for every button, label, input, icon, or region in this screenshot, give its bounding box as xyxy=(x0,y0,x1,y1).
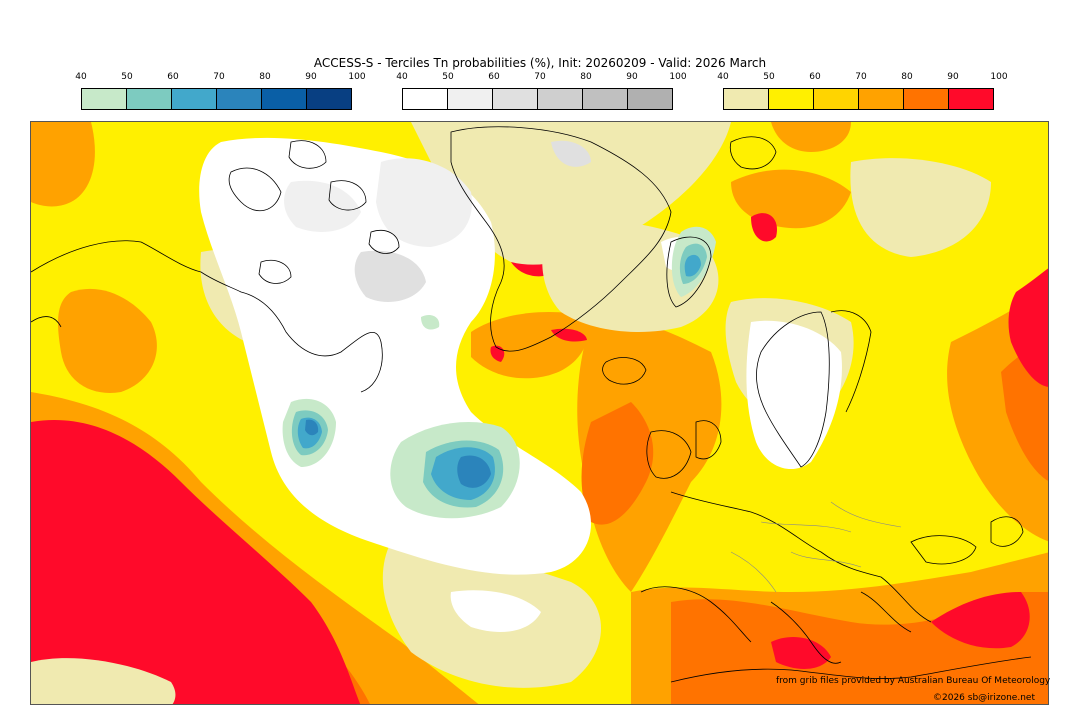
coastline-europe xyxy=(640,420,932,664)
tick-label: 90 xyxy=(305,72,317,82)
tick-label: 60 xyxy=(809,72,821,82)
colorbar-swatch xyxy=(261,88,307,110)
field-blue xyxy=(684,254,701,277)
field-darkblue xyxy=(457,455,491,488)
field-darkblue xyxy=(305,419,319,436)
colorbar-below-ticks: 40 50 60 70 80 90 100 xyxy=(75,72,365,84)
coastlines xyxy=(31,126,1032,683)
coastline-greenland xyxy=(450,126,672,352)
field-grey xyxy=(551,140,591,167)
field-red xyxy=(31,420,361,704)
colorbar-swatch xyxy=(306,88,352,110)
tick-label: 70 xyxy=(534,72,546,82)
colorbar-swatch xyxy=(492,88,538,110)
tick-label: 40 xyxy=(717,72,729,82)
field-white xyxy=(450,590,541,632)
field-lightgreen xyxy=(421,315,440,330)
colorbar-swatch xyxy=(537,88,583,110)
borders xyxy=(730,501,902,593)
tick-label: 50 xyxy=(121,72,133,82)
tick-label: 70 xyxy=(213,72,225,82)
coastline-scandinavia xyxy=(756,310,872,468)
colorbar-normal-ticks: 40 50 60 70 80 90 100 xyxy=(396,72,686,84)
tick-label: 100 xyxy=(990,72,1008,82)
coastline-arctic-islands xyxy=(228,140,400,284)
tick-label: 40 xyxy=(396,72,408,82)
colorbar-swatch xyxy=(171,88,217,110)
field-red xyxy=(931,592,1030,649)
field-grey xyxy=(284,180,361,232)
tick-label: 80 xyxy=(580,72,592,82)
tick-label: 90 xyxy=(947,72,959,82)
border xyxy=(730,501,902,593)
field-paleyellow xyxy=(31,658,176,704)
field-red xyxy=(751,213,777,242)
field-red xyxy=(551,328,587,342)
coastline-caspian-black-sea xyxy=(910,516,1024,565)
tick-label: 80 xyxy=(259,72,271,82)
coastline-iceland xyxy=(602,357,647,385)
field-orange xyxy=(31,122,95,207)
colorbar-swatch xyxy=(126,88,172,110)
colorbar-swatch xyxy=(903,88,949,110)
field-paleyellow xyxy=(850,158,991,257)
coastline-svalbard xyxy=(729,136,777,170)
colorbar-swatch xyxy=(447,88,493,110)
colorbar-near-normal xyxy=(402,88,673,110)
tick-label: 40 xyxy=(75,72,87,82)
colorbar-swatch xyxy=(723,88,769,110)
colorbar-swatch xyxy=(216,88,262,110)
colorbar-below-normal xyxy=(81,88,352,110)
field-orange xyxy=(58,288,157,393)
probability-map xyxy=(30,121,1049,705)
colorbar-swatch xyxy=(813,88,859,110)
coastline-north-america xyxy=(31,240,383,393)
colorbar-swatch xyxy=(81,88,127,110)
tick-label: 70 xyxy=(855,72,867,82)
colorbar-swatch xyxy=(948,88,994,110)
field-white xyxy=(746,320,842,470)
tick-label: 60 xyxy=(167,72,179,82)
tick-label: 50 xyxy=(763,72,775,82)
coastline-north-africa xyxy=(670,656,1032,683)
field-grey xyxy=(376,158,472,247)
tick-label: 100 xyxy=(348,72,366,82)
colorbar-above-ticks: 40 50 60 70 80 90 100 xyxy=(717,72,1007,84)
tick-label: 80 xyxy=(901,72,913,82)
colorbar-swatch xyxy=(858,88,904,110)
coastline-novaya-zemlya xyxy=(666,236,712,308)
copyright-credit: ©2026 sb@irizone.net xyxy=(933,693,1035,703)
tick-label: 100 xyxy=(669,72,687,82)
colorbar-swatch xyxy=(627,88,673,110)
colorbar-swatch xyxy=(768,88,814,110)
field-darkorange xyxy=(581,402,654,525)
tick-label: 60 xyxy=(488,72,500,82)
field-grey xyxy=(354,250,426,302)
colorbar-swatch xyxy=(582,88,628,110)
tick-label: 90 xyxy=(626,72,638,82)
field-orange xyxy=(771,122,851,152)
field-red xyxy=(771,637,831,669)
map-canvas xyxy=(31,122,1048,704)
map-title: ACCESS-S - Terciles Tn probabilities (%)… xyxy=(313,56,767,70)
source-credit: from grib files provided by Australian B… xyxy=(776,676,1051,686)
tick-label: 50 xyxy=(442,72,454,82)
colorbar-above-normal xyxy=(723,88,994,110)
colorbar-swatch xyxy=(402,88,448,110)
field-red xyxy=(1008,268,1048,387)
